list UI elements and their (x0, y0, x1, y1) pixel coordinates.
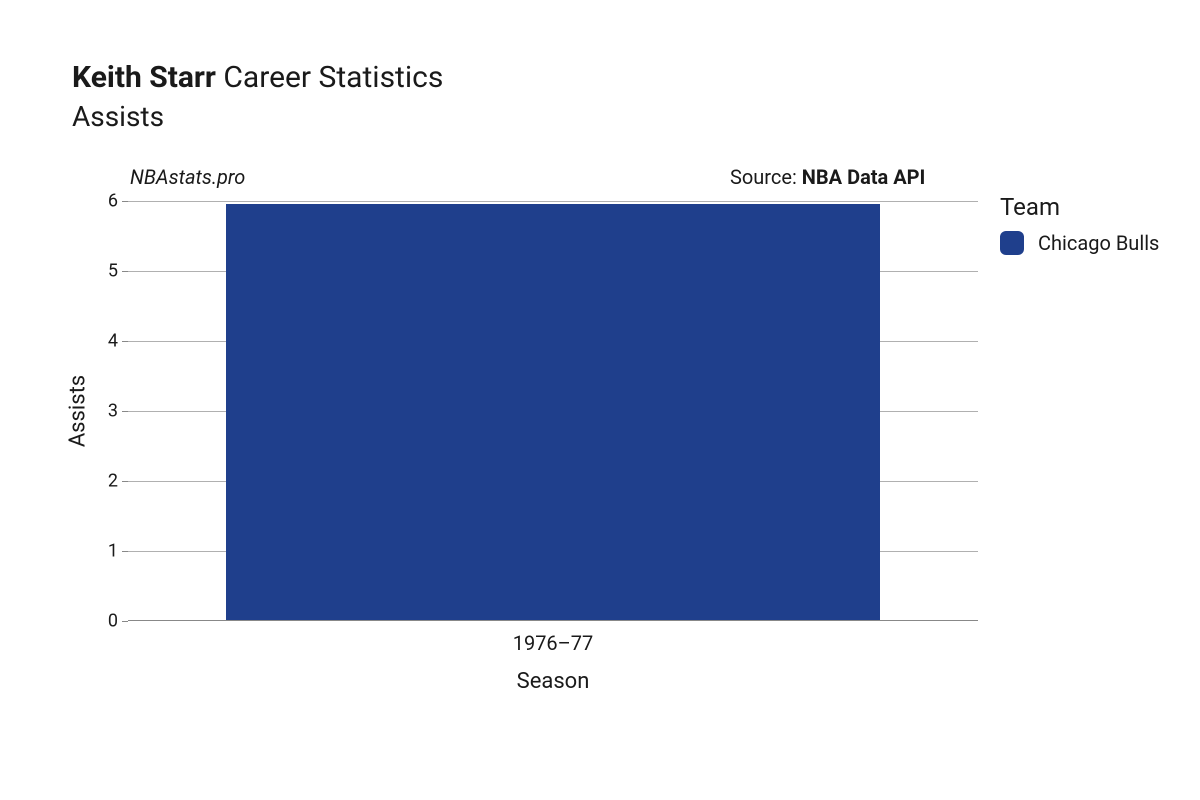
meta-row: NBAstats.pro Source: NBA Data API (60, 165, 1160, 193)
source-credit: Source: NBA Data API (730, 165, 925, 189)
plot-area: Assists Season 01234561976–77 (128, 201, 978, 621)
chart-subtitle: Assists (72, 100, 1160, 133)
legend-item: Chicago Bulls (1000, 231, 1159, 255)
source-prefix: Source: (730, 165, 802, 189)
title-rest: Career Statistics (223, 60, 443, 95)
y-tick-label: 1 (108, 541, 128, 562)
legend-title: Team (1000, 193, 1159, 221)
grid-line (128, 201, 978, 202)
y-axis-title: Assists (66, 375, 91, 447)
site-credit: NBAstats.pro (130, 165, 245, 189)
y-tick-label: 6 (108, 191, 128, 212)
chart-container: Keith Starr Career Statistics Assists NB… (0, 0, 1200, 800)
y-tick-label: 0 (108, 611, 128, 632)
title-block: Keith Starr Career Statistics Assists (72, 60, 1160, 133)
legend-swatch (1000, 231, 1024, 255)
chart-title: Keith Starr Career Statistics (72, 60, 1160, 96)
y-tick-label: 4 (108, 331, 128, 352)
x-tick-label: 1976–77 (513, 621, 594, 655)
y-tick-label: 3 (108, 401, 128, 422)
source-name: NBA Data API (802, 165, 926, 189)
y-tick-label: 2 (108, 471, 128, 492)
legend-label: Chicago Bulls (1038, 231, 1159, 255)
y-tick-label: 5 (108, 261, 128, 282)
bar (226, 204, 881, 620)
legend: Team Chicago Bulls (1000, 193, 1159, 255)
title-player: Keith Starr (72, 60, 216, 95)
